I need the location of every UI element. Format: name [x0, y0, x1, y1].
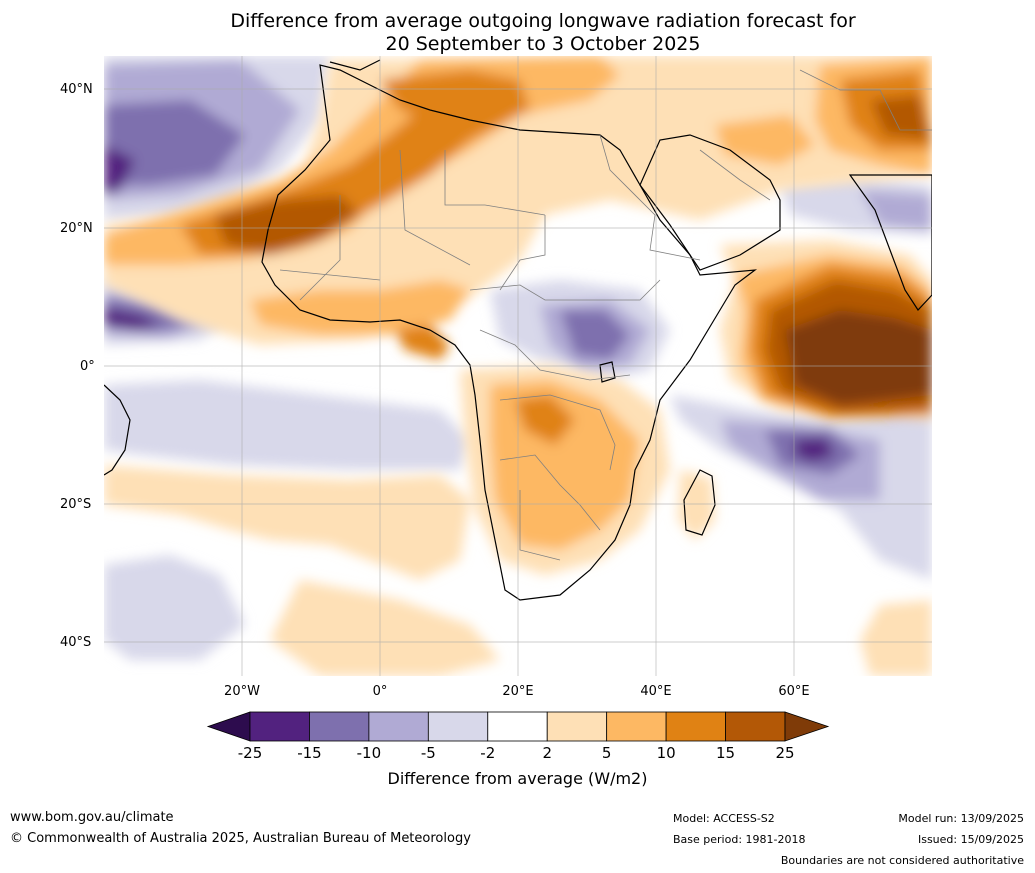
west-coastline — [104, 384, 131, 476]
negative-anomaly-atlantic-strong — [104, 100, 245, 185]
lon-label-20e: 20°E — [502, 684, 534, 699]
footer-issued: Issued: 15/09/2025 — [917, 833, 1024, 846]
colorbar-tick-label: 15 — [716, 744, 736, 762]
colorbar-tick-label: 2 — [542, 744, 552, 762]
footer-copyright: © Commonwealth of Australia 2025, Austra… — [10, 831, 471, 846]
colorbar-tick-label: 25 — [775, 744, 795, 762]
lon-label-0: 0° — [372, 684, 388, 699]
country-borders — [279, 69, 932, 561]
colorbar-bin — [368, 711, 429, 742]
olr-anomaly-map — [104, 56, 932, 676]
iberia-coastline — [329, 59, 381, 71]
colorbar-bin — [427, 711, 489, 742]
lon-label-40e: 40°E — [640, 684, 672, 699]
title-line-2: 20 September to 3 October 2025 — [385, 33, 701, 55]
positive-anomaly-south-atlantic — [104, 465, 470, 580]
colorbar-bin — [606, 711, 667, 742]
negative-anomaly-south-atlantic — [104, 380, 470, 470]
arabia-coastline — [639, 134, 781, 271]
positive-anomaly-west-africa — [250, 280, 470, 335]
footer-model: Model: ACCESS-S2 — [673, 812, 775, 825]
colorbar-bin — [546, 711, 608, 742]
lat-label-40s: 40°S — [60, 635, 92, 650]
anomaly-field — [104, 56, 932, 676]
africa-coastline — [261, 64, 758, 601]
positive-anomaly-zambia — [515, 395, 575, 445]
lat-label-20n: 20°N — [60, 221, 93, 236]
colorbar-tick-label: -10 — [356, 744, 382, 762]
footer-disclaimer: Boundaries are not considered authoritat… — [780, 854, 1024, 867]
positive-anomaly-arabian-peak — [785, 310, 932, 405]
colorbar-bin — [309, 711, 370, 742]
negative-anomaly-arabian-core — [860, 190, 932, 230]
negative-anomaly-west-peak — [104, 308, 160, 330]
footer-base-period: Base period: 1981-2018 — [673, 833, 806, 846]
colorbar-bin — [249, 711, 310, 742]
lon-label-20w: 20°W — [224, 684, 260, 699]
positive-anomaly-southeast — [860, 600, 932, 676]
positive-anomaly-mediterranean — [380, 70, 520, 130]
negative-anomaly-africa-strong — [560, 310, 630, 360]
gridlines — [104, 56, 932, 676]
lat-label-20s: 20°S — [60, 497, 92, 512]
footer-url[interactable]: www.bom.gov.au/climate — [10, 810, 174, 825]
coastlines — [104, 59, 932, 601]
map-title: Difference from average outgoing longwav… — [104, 10, 982, 56]
madagascar-coastline — [683, 469, 716, 536]
positive-anomaly-madagascar — [678, 470, 715, 540]
negative-anomaly-indian-peak — [795, 438, 835, 462]
colorbar-tick-label: 10 — [656, 744, 676, 762]
colorbar-bin — [725, 711, 786, 742]
positive-anomaly-iran-core — [870, 95, 932, 140]
colorbar-title: Difference from average (W/m2) — [387, 769, 648, 788]
colorbar-tick-label: 5 — [601, 744, 612, 762]
colorbar-bin — [665, 711, 726, 742]
lat-label-equator: 0° — [80, 359, 95, 374]
colorbar-bin — [487, 711, 548, 742]
colorbar-tick-label: -15 — [297, 744, 322, 762]
india-coastline — [848, 174, 932, 311]
colorbar-tick-label: -5 — [420, 744, 436, 762]
colorbar-tick-label: -25 — [237, 744, 263, 762]
colorbar-extend-low — [206, 711, 251, 742]
negative-anomaly-atlantic-peak — [104, 145, 135, 195]
footer-model-run: Model run: 13/09/2025 — [898, 812, 1024, 825]
title-line-1: Difference from average outgoing longwav… — [230, 10, 856, 32]
lon-label-60e: 60°E — [778, 684, 810, 699]
lake-victoria — [599, 361, 616, 383]
negative-anomaly-southwest — [104, 555, 245, 660]
positive-anomaly-south-atlantic-far — [270, 580, 500, 676]
lat-label-40n: 40°N — [60, 82, 93, 97]
positive-anomaly-sahara-core — [215, 195, 360, 255]
colorbar-extend-high — [784, 711, 830, 742]
colorbar-tick-label: -2 — [480, 744, 496, 762]
positive-anomaly-middle-east-west — [715, 115, 815, 165]
